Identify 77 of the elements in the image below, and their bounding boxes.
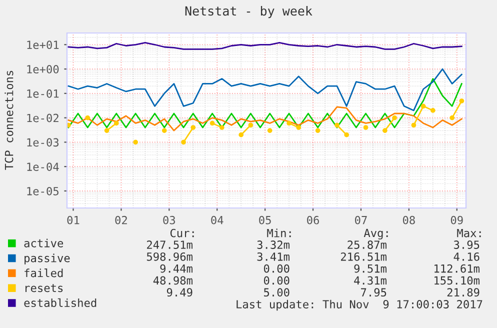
text: 48.98m: [153, 276, 192, 285]
text: 3.95: [454, 240, 480, 249]
text: Avg:: [364, 228, 388, 240]
x-tick-label: 09: [450, 216, 463, 224]
point: [420, 104, 426, 109]
x-tick-label: 02: [115, 216, 127, 224]
point: [104, 128, 110, 133]
point: [315, 128, 320, 133]
point: [392, 115, 397, 120]
y-tick-label: 1e-02: [27, 114, 58, 122]
point: [238, 132, 244, 138]
text: 598.96m: [146, 252, 192, 261]
text: 7.95: [360, 288, 386, 297]
line-series: [68, 106, 462, 132]
text: 21.89: [447, 288, 480, 297]
point: [267, 128, 272, 133]
point: [248, 122, 254, 128]
x-tick-label: 08: [402, 216, 415, 224]
legend-label: established: [24, 298, 96, 308]
text: 247.51m: [147, 240, 192, 249]
text: Min:: [267, 228, 291, 238]
text: Last update: Thu Nov 9 17:00:03 2017: [236, 300, 482, 311]
legend-label: failed: [24, 268, 63, 278]
x-tick-label: 04: [211, 216, 224, 224]
legend-label: passive: [24, 254, 70, 264]
point: [296, 125, 302, 130]
text: 25.87m: [348, 240, 386, 249]
point: [181, 140, 186, 145]
text: 9.51m: [354, 264, 386, 273]
legend-label: active: [24, 238, 64, 248]
y-tick-label: 1e-03: [27, 138, 59, 147]
point: [344, 132, 350, 138]
text: 4.16: [454, 252, 480, 261]
text: 4.31m: [354, 276, 386, 285]
x-tick-label: 07: [355, 216, 367, 224]
x-tick-label: 01: [67, 216, 80, 224]
text: Max:: [457, 228, 481, 238]
point: [67, 122, 71, 128]
point: [411, 122, 416, 128]
y-tick-label: 1e-01: [27, 89, 59, 98]
point: [219, 125, 224, 130]
y-tick-label: 1e+00: [27, 65, 59, 74]
point: [210, 120, 215, 126]
text: 0.00: [264, 264, 290, 273]
point: [430, 108, 436, 113]
x-tick-label: 06: [307, 216, 319, 224]
point: [114, 120, 119, 126]
line-series: [68, 42, 462, 50]
text: 155.10m: [434, 276, 480, 285]
point: [133, 140, 138, 145]
point: [334, 122, 340, 128]
x-tick-label: 05: [259, 216, 271, 224]
point: [162, 128, 167, 133]
point: [363, 125, 368, 130]
text: 3.41m: [257, 252, 290, 261]
y-tick-label: 1e+01: [27, 40, 59, 50]
y-axis-title: TCP connections: [4, 70, 14, 170]
point: [85, 115, 90, 120]
text: 3.32m: [257, 240, 290, 249]
point: [459, 98, 464, 104]
text: 9.44m: [160, 264, 192, 273]
text: 5.00: [264, 288, 290, 297]
text: 9.49: [166, 288, 192, 297]
legend-label: resets: [26, 284, 63, 292]
point: [382, 128, 388, 133]
point: [450, 115, 455, 120]
text: 216.51m: [341, 252, 386, 261]
x-tick-label: 03: [163, 216, 175, 224]
text: 112.61m: [434, 264, 480, 273]
point: [190, 125, 196, 130]
chart-title: Netstat - by week: [185, 6, 312, 18]
point: [286, 120, 292, 126]
text: 0.00: [264, 276, 290, 285]
y-tick-label: 1e-04: [27, 162, 59, 171]
y-tick-label: 1e-05: [27, 186, 58, 196]
line-series: [68, 68, 462, 112]
text: Cur:: [170, 228, 194, 238]
